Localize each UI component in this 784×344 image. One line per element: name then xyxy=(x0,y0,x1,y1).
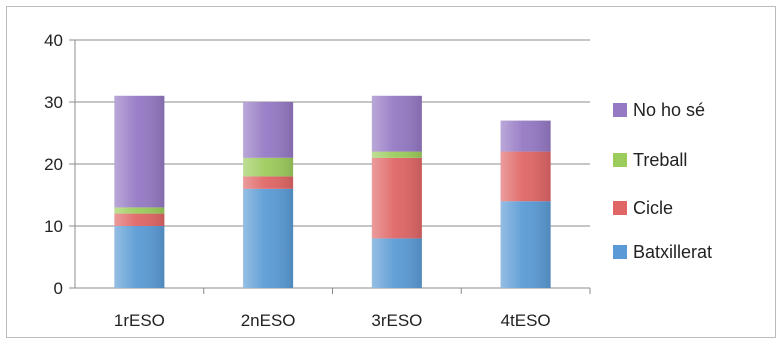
bar-shading xyxy=(500,201,551,288)
x-tick-label: 1rESO xyxy=(114,311,165,330)
bar-shading xyxy=(371,151,422,158)
y-tick-label: 20 xyxy=(44,155,63,174)
legend-label-cicle: Cicle xyxy=(633,198,673,218)
bar-shading xyxy=(114,95,165,208)
bar-shading xyxy=(114,213,165,226)
legend-label-no-ho-s-: No ho sé xyxy=(633,100,705,120)
bar-shading xyxy=(114,226,165,288)
y-tick-label: 40 xyxy=(44,31,63,50)
y-tick-labels: 0 10 20 30 40 xyxy=(44,31,63,298)
bar-shading xyxy=(371,238,422,288)
bars xyxy=(114,95,551,288)
bar-shading xyxy=(243,102,294,158)
bar-shading xyxy=(371,95,422,152)
legend-swatch-cicle xyxy=(613,201,627,215)
legend-label-batxillerat: Batxillerat xyxy=(633,242,712,262)
x-tick-label: 3rESO xyxy=(371,311,422,330)
x-tick-label: 2nESO xyxy=(241,311,296,330)
y-tick-label: 10 xyxy=(44,217,63,236)
bar-shading xyxy=(500,151,551,202)
bar-shading xyxy=(243,157,294,177)
x-tick-labels: 1rESO 2nESO 3rESO 4tESO xyxy=(114,311,551,330)
legend-swatch-no-ho-s- xyxy=(613,103,627,117)
legend-label-treball: Treball xyxy=(633,150,687,170)
bar-shading xyxy=(114,207,165,214)
legend: No ho sé Treball Cicle Batxillerat xyxy=(613,100,712,262)
legend-swatch-batxillerat xyxy=(613,245,627,259)
x-tick-label: 4tESO xyxy=(501,311,551,330)
y-tick-label: 0 xyxy=(54,279,63,298)
legend-swatch-treball xyxy=(613,153,627,167)
y-tick-label: 30 xyxy=(44,93,63,112)
bar-shading xyxy=(371,157,422,239)
bar-shading xyxy=(500,120,551,152)
bar-shading xyxy=(243,188,294,288)
bar-shading xyxy=(243,176,294,189)
